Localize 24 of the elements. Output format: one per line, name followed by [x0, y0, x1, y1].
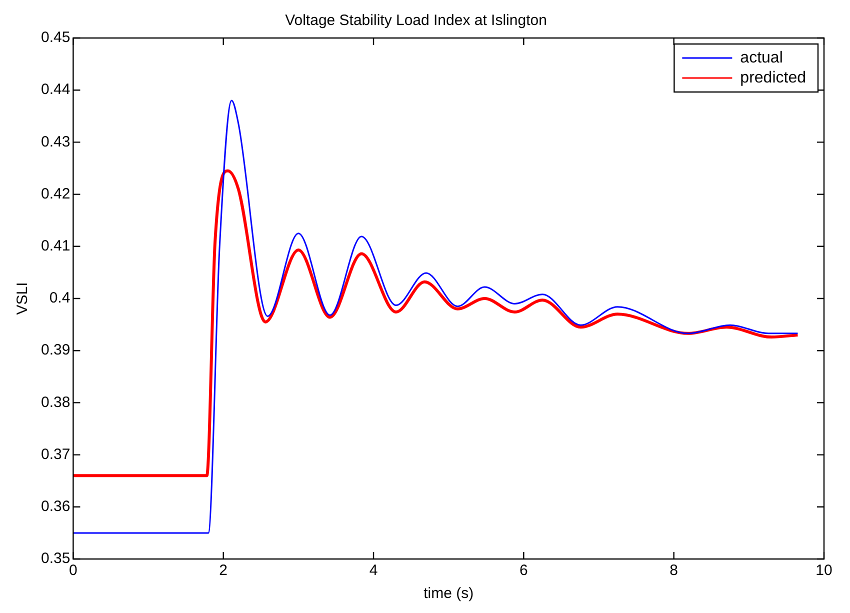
- x-tick-label: 8: [670, 562, 678, 580]
- y-tick-label: 0.38: [40, 394, 70, 411]
- x-tick-label: 2: [219, 562, 228, 580]
- x-tick-label: 4: [369, 562, 378, 580]
- y-tick-label: 0.35: [40, 550, 70, 568]
- chart-title: Voltage Stability Load Index at Islington: [285, 12, 547, 30]
- y-tick-label: 0.42: [40, 185, 70, 202]
- y-tick-label: 0.45: [40, 29, 70, 46]
- y-axis-title: VSLI: [14, 282, 32, 315]
- y-tick-label: 0.41: [40, 238, 70, 255]
- y-tick-label: 0.43: [40, 133, 70, 150]
- legend-label: predicted: [740, 69, 806, 86]
- legend-label: actual: [740, 49, 783, 66]
- y-tick-label: 0.39: [40, 342, 70, 359]
- y-tick-label: 0.36: [40, 498, 70, 516]
- x-tick-label: 10: [816, 562, 832, 580]
- x-tick-label: 6: [520, 562, 528, 580]
- line-series: [73, 169, 800, 478]
- x-axis-title: time (s): [424, 585, 474, 602]
- y-tick-label: 0.44: [40, 81, 70, 98]
- x-tick-label: 0: [69, 562, 78, 580]
- y-tick-label: 0.4: [49, 290, 70, 307]
- y-tick-label: 0.37: [40, 446, 70, 463]
- line-series: [73, 100, 798, 534]
